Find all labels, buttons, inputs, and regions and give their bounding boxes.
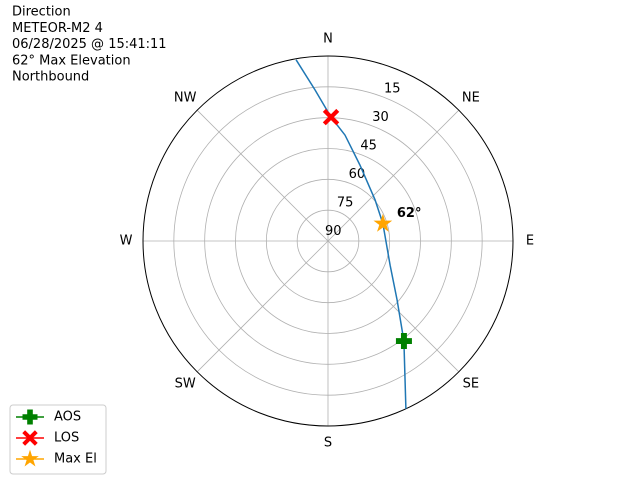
r-tick-label: 45 (360, 138, 377, 153)
grid-spoke (327, 240, 460, 373)
grid-spoke (327, 109, 460, 242)
header-line: Northbound (12, 70, 89, 85)
value-label: 62° (397, 206, 422, 221)
header-line: 06/28/2025 @ 15:41:11 (12, 37, 167, 52)
marker-x (322, 108, 340, 126)
theta-tick-label: SE (463, 376, 479, 391)
legend: AOS LOS Max El (9, 404, 107, 475)
theta-tick-label: NE (462, 91, 480, 106)
r-tick-label: 60 (349, 167, 366, 182)
legend-label: AOS (54, 410, 81, 425)
header-line: Direction (12, 5, 71, 20)
header-line: METEOR-M2 4 (12, 21, 103, 36)
legend-marker (21, 449, 39, 467)
legend-marker (22, 430, 38, 446)
r-tick-label: 30 (372, 110, 389, 125)
legend-label: LOS (54, 431, 79, 446)
theta-tick-label: S (324, 436, 332, 451)
theta-tick-label: N (323, 32, 333, 47)
grid-spoke (196, 240, 329, 373)
header-line: 62° Max Elevation (12, 53, 131, 68)
legend-label: Max El (54, 452, 97, 467)
marker-star (373, 213, 393, 232)
theta-tick-label: W (120, 234, 133, 249)
track-line (295, 59, 407, 409)
grid-spoke (196, 109, 329, 242)
r-tick-label: 90 (325, 224, 342, 239)
outer-frame (142, 55, 514, 427)
theta-tick-label: E (526, 234, 534, 249)
theta-tick-label: NW (174, 91, 197, 106)
r-tick-label: 75 (337, 195, 354, 210)
marker-plus (395, 333, 412, 350)
theta-tick-label: SW (175, 376, 196, 391)
r-tick-label: 15 (384, 82, 401, 97)
legend-marker (22, 409, 38, 425)
